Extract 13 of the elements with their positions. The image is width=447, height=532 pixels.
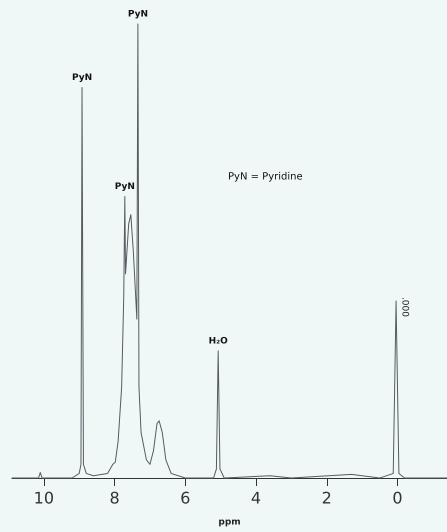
annotation: PyN = Pyridine: [228, 172, 303, 182]
annotation: PyN: [114, 182, 135, 192]
annotation: .000: [400, 296, 410, 318]
x-axis-title: ppm: [218, 518, 241, 528]
x-tick-label: 8: [109, 488, 120, 508]
x-tick-label: 6: [180, 488, 190, 508]
x-tick-label: 0: [392, 488, 403, 508]
annotation: PyN: [72, 73, 92, 84]
annotation: PyN: [128, 10, 148, 20]
x-tick-label: 2: [322, 488, 332, 508]
x-tick-label: 10: [34, 488, 54, 508]
annotation: H₂O: [208, 336, 228, 346]
x-tick-label: 4: [250, 488, 262, 508]
